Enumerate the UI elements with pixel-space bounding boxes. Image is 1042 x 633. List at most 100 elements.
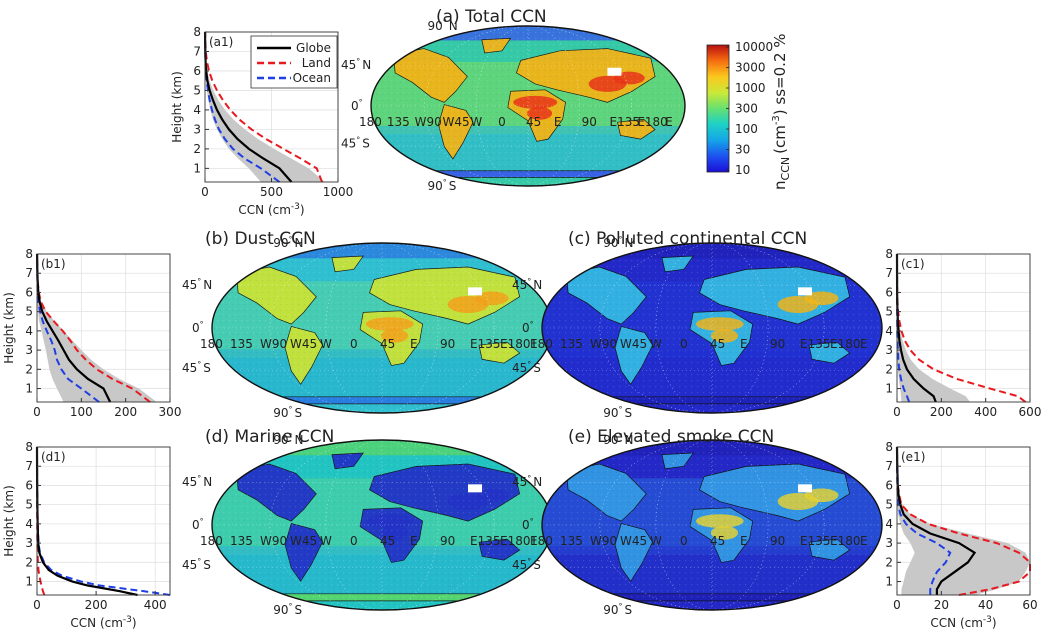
degree-sign: ° xyxy=(197,557,201,566)
map-lon-label: 90 xyxy=(770,534,785,548)
map-lon-label: E135 xyxy=(800,534,831,548)
y-axis-label: Height (km) xyxy=(2,292,16,363)
x-tick-label: 40 xyxy=(978,598,993,612)
map-lon-label: W90 xyxy=(260,337,287,351)
map-lat-label: 90° N xyxy=(428,18,458,33)
map-meridian xyxy=(381,243,383,413)
map-lat-label: 90° N xyxy=(273,432,303,447)
y-tick-label: 7 xyxy=(885,266,893,280)
map-frame xyxy=(541,242,883,414)
y-tick-label: 5 xyxy=(193,83,201,97)
lat-value: 90 xyxy=(603,603,618,617)
profile-panel: 0 20 40 60 1 2 3 4 5 6 7 8 (e1) CCN (cm-3) xyxy=(885,440,1037,630)
x-tick-label: 200 xyxy=(930,405,953,419)
y-tick-label: 7 xyxy=(885,459,893,473)
x-axis-label: CCN (cm-3) xyxy=(70,615,136,630)
y-tick-label: 4 xyxy=(885,324,893,338)
y-tick-label: 7 xyxy=(25,459,33,473)
degree-sign: ° xyxy=(197,474,201,483)
series-line-land xyxy=(36,447,46,596)
map-lon-label: 0 xyxy=(680,534,688,548)
map-lon-label: 45 xyxy=(710,337,725,351)
map-lon-label: E xyxy=(554,115,562,129)
y-tick-label: 8 xyxy=(25,247,33,261)
map-lon-label: E180 xyxy=(500,534,531,548)
map-lon-label: E180 xyxy=(830,534,861,548)
x-axis-label: CCN (cm-3) xyxy=(238,202,304,217)
colorbar-tick-label: 30 xyxy=(735,143,750,157)
colorbar: 10000 3000 1000 300 100 30 10 nCCN(cm-3) ss=0.… xyxy=(706,33,792,190)
legend-box xyxy=(250,35,338,89)
degree-sign: ° xyxy=(356,136,360,145)
degree-sign: ° xyxy=(527,277,531,286)
y-tick-label: 7 xyxy=(25,266,33,280)
map-lon-label: 90 xyxy=(440,337,455,351)
spread-band xyxy=(37,254,157,402)
axes-frame xyxy=(36,253,171,403)
map-meridian xyxy=(325,440,439,610)
map-title: (c) Polluted continental CCN xyxy=(568,229,807,249)
x-tick-label: 500 xyxy=(260,185,283,199)
profile-panel: 0 200 400 600 1 2 3 4 5 6 7 8 (c1) xyxy=(885,247,1041,419)
x-axis-label: CCN (cm-3) xyxy=(930,615,996,630)
map-lon-label: E xyxy=(530,337,538,351)
map-meridian xyxy=(527,26,529,186)
hemisphere: S xyxy=(533,558,541,572)
map-lon-label: 90 xyxy=(770,337,785,351)
hemisphere: N xyxy=(624,236,633,250)
lat-value: 90 xyxy=(428,179,443,193)
lat-value: 0 xyxy=(522,518,530,532)
x-tick-label: 400 xyxy=(974,405,997,419)
x-tick-label: 0 xyxy=(893,405,901,419)
y-axis-label: Height (km) xyxy=(2,485,16,556)
map-lat-label: 45° S xyxy=(512,360,541,375)
plot-area xyxy=(37,447,170,595)
y-tick-label: 4 xyxy=(193,103,201,117)
lat-value: 45 xyxy=(512,278,527,292)
x-tick-label: 100 xyxy=(70,405,93,419)
spread-band xyxy=(897,447,1030,595)
lat-value: 45 xyxy=(512,475,527,489)
map-lat-label: 90° S xyxy=(428,178,457,193)
map-meridian xyxy=(269,440,495,610)
lat-value: 0 xyxy=(522,321,530,335)
map-body xyxy=(212,440,552,610)
x-tick-label: 600 xyxy=(1019,405,1042,419)
map-title: (d) Marine CCN xyxy=(205,427,334,447)
map-body xyxy=(542,243,882,413)
hemisphere: N xyxy=(294,236,303,250)
xlabel-tail: ) xyxy=(300,203,305,217)
series-line-globe xyxy=(895,446,977,595)
map-lon-label: 135 xyxy=(230,337,253,351)
lat-value: 45 xyxy=(341,137,356,151)
series-line-ocean xyxy=(896,254,911,403)
y-tick-label: 5 xyxy=(25,305,33,319)
lat-value: 90 xyxy=(273,236,288,250)
map-lon-label: W90 xyxy=(590,337,617,351)
y-tick-label: 6 xyxy=(193,64,201,78)
lat-value: 45 xyxy=(182,278,197,292)
series-line-globe xyxy=(35,253,112,403)
map-body xyxy=(371,26,685,186)
lat-value: 0 xyxy=(351,99,359,113)
x-tick-label: 200 xyxy=(85,598,108,612)
lat-value: 45 xyxy=(341,58,356,72)
lat-value: 45 xyxy=(512,361,527,375)
map-lat-label: 45° S xyxy=(182,360,211,375)
y-tick-label: 6 xyxy=(25,285,33,299)
spread-band xyxy=(205,32,325,182)
colorbar-tick-label: 100 xyxy=(735,122,758,136)
map-lon-label: 0 xyxy=(498,115,506,129)
map-lon-label: E180 xyxy=(830,337,861,351)
map-missing-data xyxy=(468,287,483,296)
map-frame xyxy=(541,439,883,611)
degree-sign: ° xyxy=(197,360,201,369)
map-lon-label: W45 xyxy=(620,337,647,351)
hemisphere: N xyxy=(362,58,371,72)
map-lon-label: 180 xyxy=(530,337,553,351)
map-lat-label: 90° S xyxy=(603,602,632,617)
map-meridian xyxy=(475,26,581,186)
